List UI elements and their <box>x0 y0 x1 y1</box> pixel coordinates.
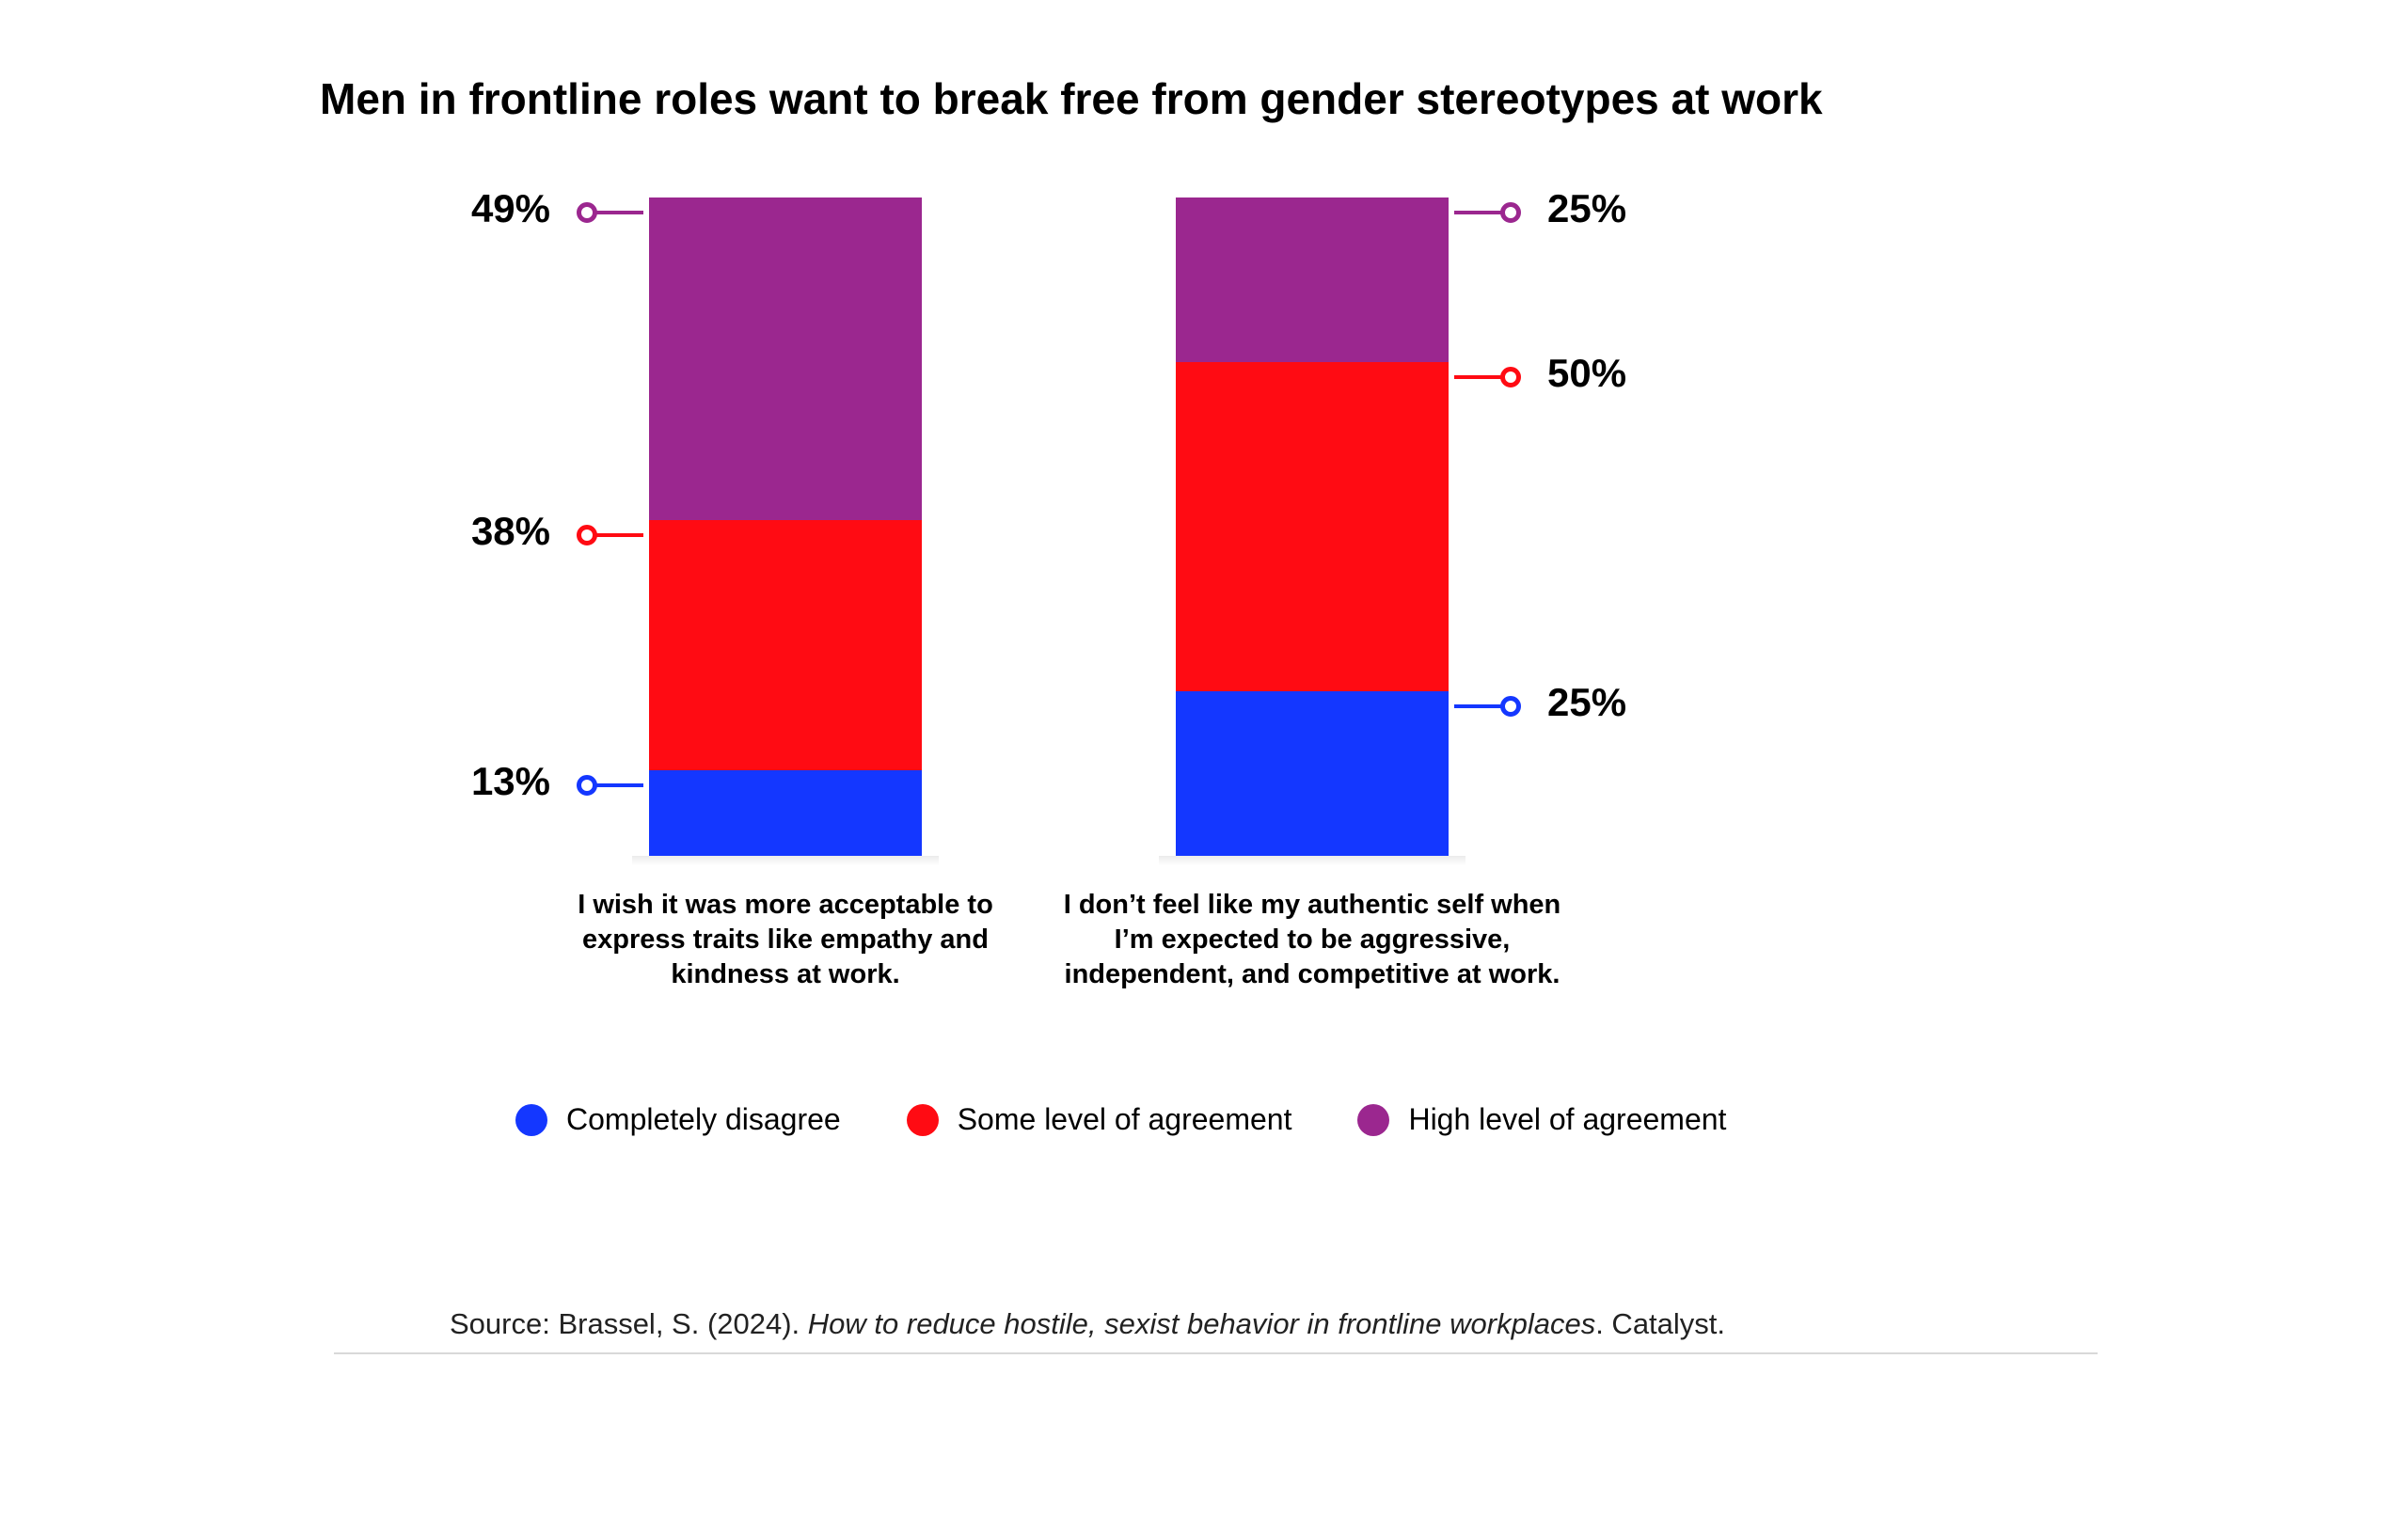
bar-baseline-shadow <box>1159 856 1465 865</box>
callout-marker <box>1500 202 1521 223</box>
bar-authentic-segment-high_agreement <box>1176 198 1449 362</box>
callout-label: 38% <box>471 509 550 554</box>
legend-dot <box>1357 1104 1389 1136</box>
bar-authentic-segment-completely_disagree <box>1176 687 1449 856</box>
callout-marker <box>577 775 597 796</box>
source-citation: Source: Brassel, S. (2024). How to reduc… <box>450 1307 1725 1341</box>
callout-marker <box>577 202 597 223</box>
bar-baseline-shadow <box>632 856 939 865</box>
legend-item-some_agreement: Some level of agreement <box>907 1102 1292 1137</box>
bar-authentic <box>1176 198 1449 856</box>
bar-empathy-segment-completely_disagree <box>649 766 922 856</box>
legend-item-high_agreement: High level of agreement <box>1357 1102 1726 1137</box>
bar-empathy-segment-some_agreement <box>649 516 922 770</box>
callout-label: 50% <box>1547 351 1626 396</box>
callout-marker <box>1500 696 1521 717</box>
bar-authentic-segment-some_agreement <box>1176 358 1449 691</box>
bar-empathy-caption: I wish it was more acceptable to express… <box>550 888 1021 992</box>
chart-page: Men in frontline roles want to break fre… <box>0 0 2408 1517</box>
legend: Completely disagree Some level of agreeme… <box>515 1102 1726 1137</box>
bar-authentic-caption: I don’t feel like my authentic self when… <box>1044 888 1580 992</box>
legend-item-completely_disagree: Completely disagree <box>515 1102 841 1137</box>
callout-label: 49% <box>471 186 550 231</box>
chart-area: 13% 38% 49% I wish it was more acceptable t… <box>0 0 2408 1517</box>
legend-dot <box>907 1104 939 1136</box>
callout-marker <box>577 525 597 545</box>
callout-label: 25% <box>1547 680 1626 725</box>
legend-dot <box>515 1104 547 1136</box>
callout-label: 25% <box>1547 186 1626 231</box>
legend-label: Completely disagree <box>566 1102 841 1137</box>
bar-empathy-segment-high_agreement <box>649 198 922 520</box>
callout-label: 13% <box>471 759 550 804</box>
legend-label: High level of agreement <box>1408 1102 1726 1137</box>
bar-empathy <box>649 198 922 856</box>
legend-label: Some level of agreement <box>958 1102 1292 1137</box>
footer-rule <box>334 1352 2098 1354</box>
callout-marker <box>1500 367 1521 387</box>
